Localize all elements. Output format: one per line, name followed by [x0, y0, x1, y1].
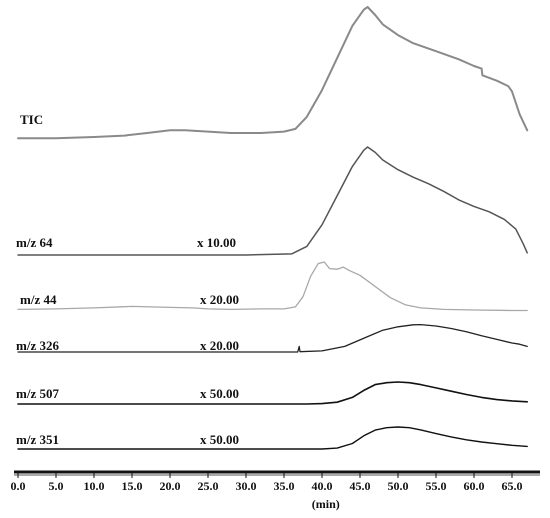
- x-tick-label-0: 0.0: [11, 479, 26, 493]
- trace-label-5: m/z 351: [16, 432, 59, 447]
- trace-label-2: m/z 44: [20, 292, 57, 307]
- x-tick-label-11: 55.0: [426, 479, 447, 493]
- trace-label-0: TIC: [20, 112, 43, 127]
- scale-factor-5: x 50.00: [200, 432, 239, 447]
- x-tick-label-5: 25.0: [198, 479, 219, 493]
- x-tick-label-9: 45.0: [350, 479, 371, 493]
- x-tick-label-7: 35.0: [274, 479, 295, 493]
- trace-line-2: [17, 261, 528, 312]
- x-tick-label-13: 65.0: [502, 479, 523, 493]
- x-axis-title: (min): [312, 497, 340, 511]
- x-tick-label-6: 30.0: [236, 479, 257, 493]
- scale-factor-2: x 20.00: [200, 292, 239, 307]
- x-tick-label-1: 5.0: [49, 479, 64, 493]
- x-tick-label-8: 40.0: [312, 479, 333, 493]
- trace-line-0: [17, 6, 529, 140]
- x-tick-label-3: 15.0: [122, 479, 143, 493]
- trace-label-4: m/z 507: [16, 386, 59, 401]
- scale-factor-1: x 10.00: [197, 235, 236, 250]
- trace-line-5: [17, 426, 528, 450]
- scale-factor-4: x 50.00: [200, 386, 239, 401]
- x-tick-label-10: 50.0: [388, 479, 409, 493]
- trace-label-1: m/z 64: [16, 235, 53, 250]
- x-tick-label-12: 60.0: [464, 479, 485, 493]
- x-tick-label-2: 10.0: [84, 479, 105, 493]
- trace-label-3: m/z 326: [16, 338, 59, 353]
- trace-line-3: [17, 323, 528, 353]
- trace-line-4: [17, 381, 528, 405]
- x-tick-label-4: 20.0: [160, 479, 181, 493]
- scale-factor-3: x 20.00: [200, 338, 239, 353]
- trace-line-1: [17, 146, 528, 256]
